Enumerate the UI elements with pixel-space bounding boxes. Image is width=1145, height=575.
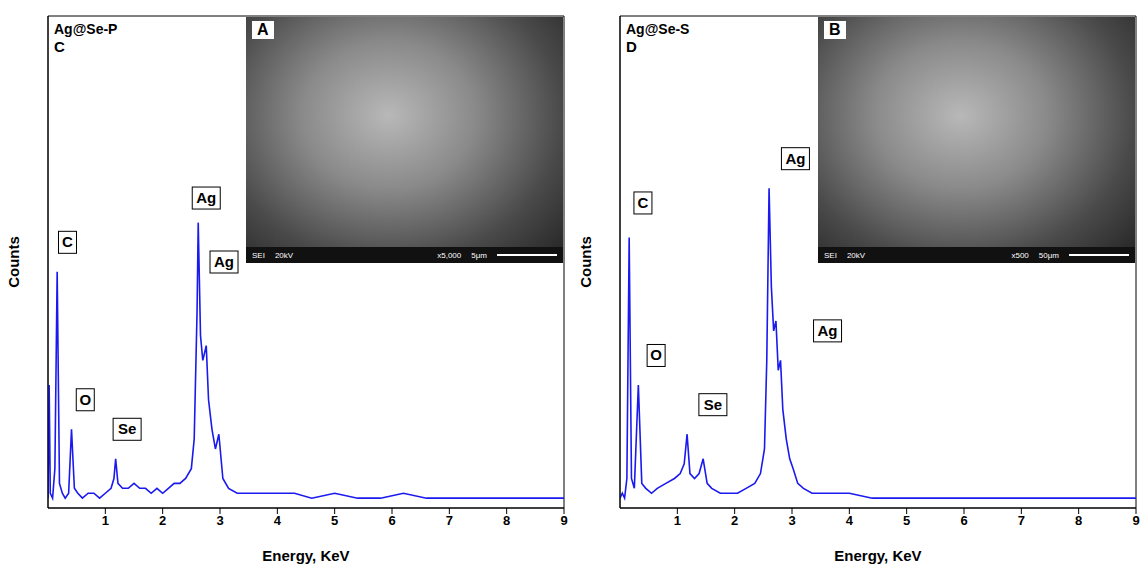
svg-text:9: 9 <box>560 513 567 528</box>
html-text:x500: x500 <box>1011 250 1029 260</box>
svg-text:5: 5 <box>903 513 910 528</box>
svg-text:C: C <box>638 194 649 211</box>
svg-text:5: 5 <box>331 513 338 528</box>
html-text:20kV: 20kV <box>846 250 866 260</box>
svg-text:3: 3 <box>216 513 223 528</box>
svg-text:C: C <box>62 233 73 250</box>
svg-text:Se: Se <box>704 396 722 413</box>
svg-text:Energy, KeV: Energy, KeV <box>262 547 349 564</box>
svg-text:8: 8 <box>1075 513 1082 528</box>
html-text:SEI: SEI <box>824 250 837 260</box>
svg-text:8: 8 <box>503 513 510 528</box>
html-text:SEI: SEI <box>252 250 265 260</box>
svg-text:Ag: Ag <box>818 322 838 339</box>
svg-text:O: O <box>79 391 91 408</box>
html-text:20kV: 20kV <box>274 250 294 260</box>
svg-text:4: 4 <box>274 513 282 528</box>
html-text:B: B <box>829 21 841 38</box>
svg-text:3: 3 <box>788 513 795 528</box>
svg-text:7: 7 <box>1018 513 1025 528</box>
html-text:D: D <box>626 38 637 55</box>
html-text:x5,000: x5,000 <box>437 250 462 260</box>
html-text:Ag@Se-P: Ag@Se-P <box>54 21 118 37</box>
svg-text:1: 1 <box>102 513 109 528</box>
svg-text:2: 2 <box>159 513 166 528</box>
svg-text:6: 6 <box>388 513 395 528</box>
html-text:Ag@Se-S: Ag@Se-S <box>626 21 690 37</box>
html-text:A: A <box>257 21 269 38</box>
html-text:C: C <box>54 38 65 55</box>
svg-text:Se: Se <box>118 420 136 437</box>
html-text:50μm: 50μm <box>1038 250 1059 260</box>
svg-text:6: 6 <box>960 513 967 528</box>
svg-text:Counts: Counts <box>5 236 22 288</box>
svg-text:Energy, KeV: Energy, KeV <box>834 547 921 564</box>
svg-text:4: 4 <box>846 513 854 528</box>
svg-text:O: O <box>650 346 662 363</box>
svg-text:Ag: Ag <box>214 253 234 270</box>
svg-text:9: 9 <box>1132 513 1139 528</box>
html-text:5μm: 5μm <box>471 250 487 260</box>
svg-text:2: 2 <box>731 513 738 528</box>
svg-text:Counts: Counts <box>577 236 594 288</box>
svg-text:Ag: Ag <box>785 150 805 167</box>
svg-text:Ag: Ag <box>196 189 216 206</box>
svg-text:7: 7 <box>446 513 453 528</box>
svg-text:1: 1 <box>674 513 681 528</box>
